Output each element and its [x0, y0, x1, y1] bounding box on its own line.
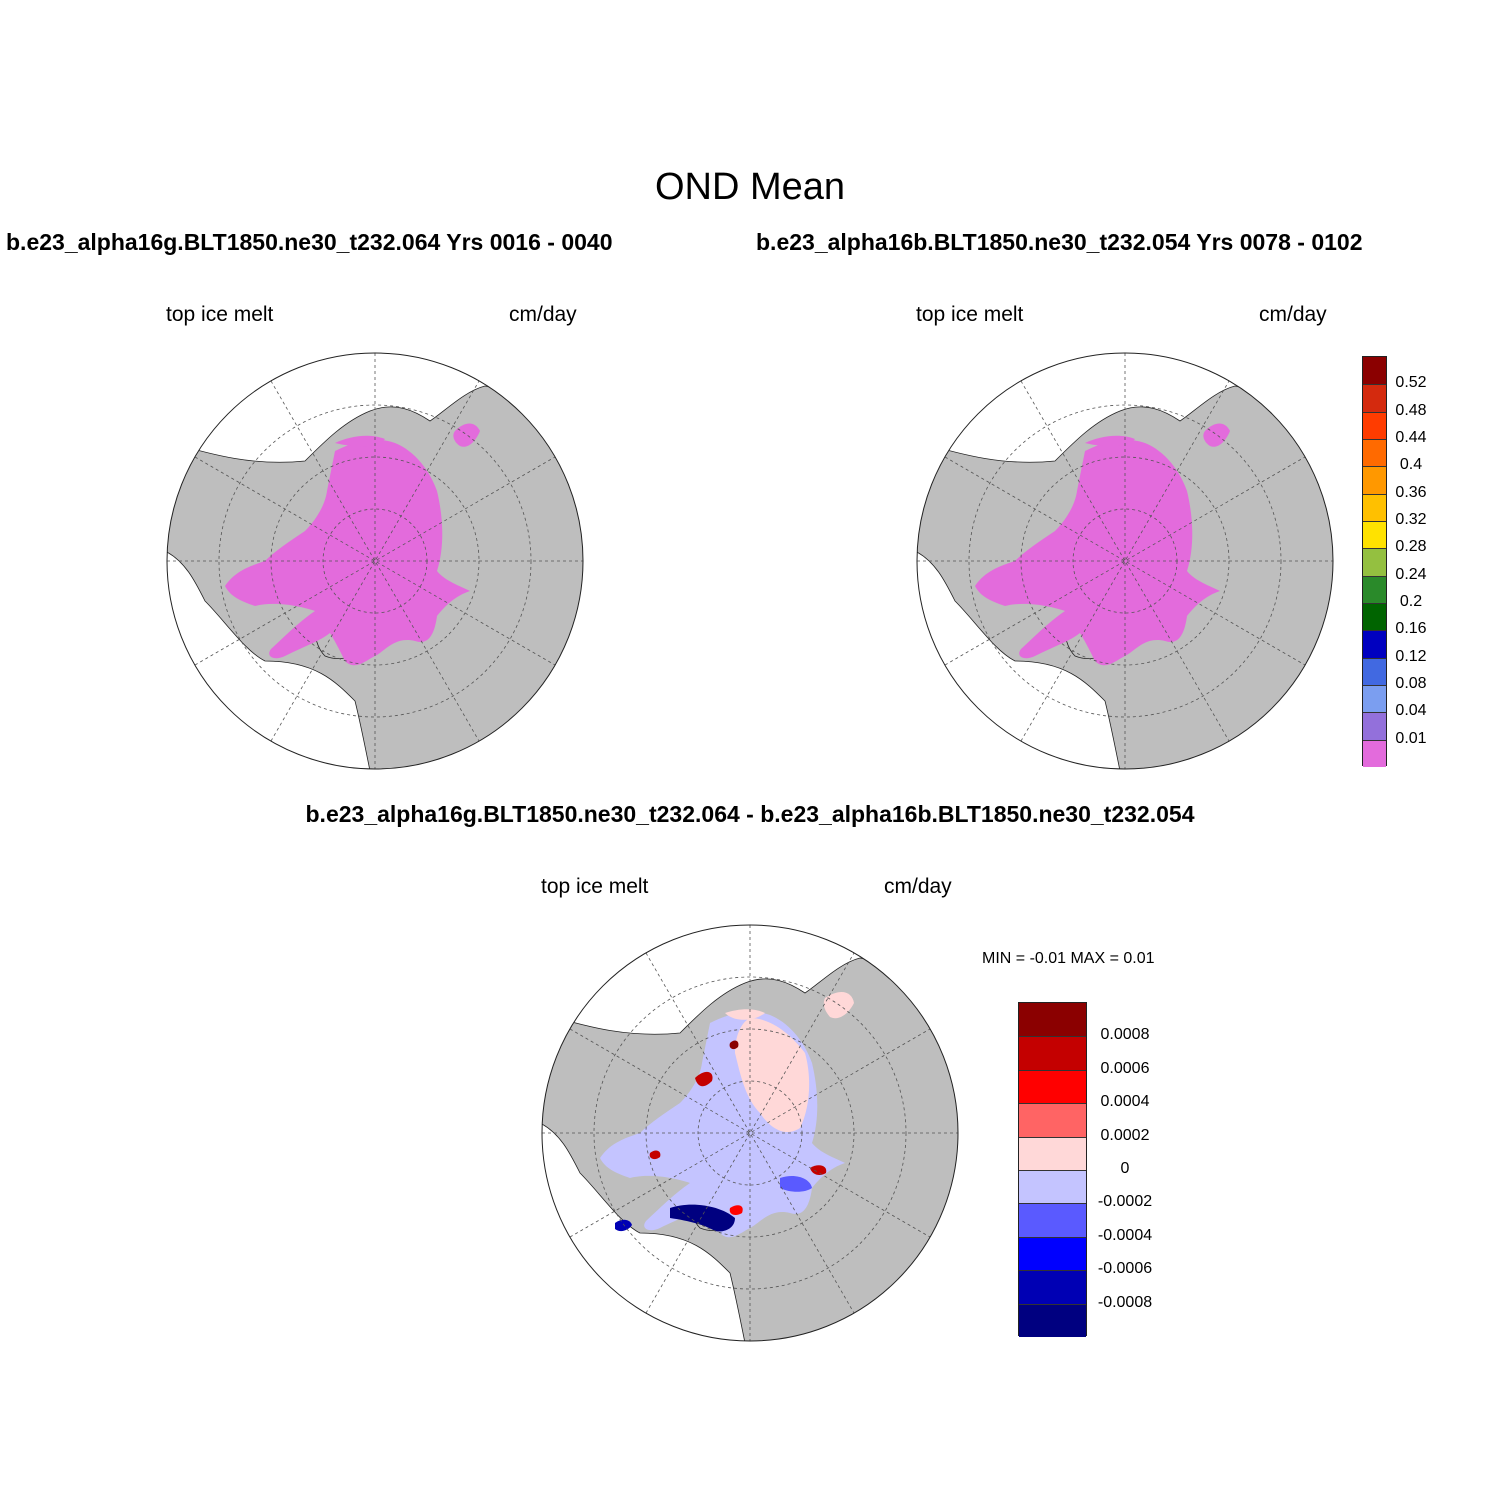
colorbar-tick-label: 0.12	[1395, 647, 1427, 665]
colorbar-top	[1362, 356, 1387, 767]
colorbar-tick-label: 0.08	[1395, 675, 1427, 692]
diff-positive-strong	[695, 1071, 713, 1087]
sea-ice-melt-okhotsk	[453, 423, 480, 447]
map-border	[916, 352, 1334, 770]
colorbar-swatch	[1363, 684, 1386, 713]
sea-ice-melt-bering	[335, 435, 385, 447]
panel2-variable: top ice melt	[916, 303, 1024, 326]
colorbar-swatch	[1019, 1036, 1086, 1070]
panel2-map	[916, 352, 1334, 770]
panel3-minmax: MIN = -0.01 MAX = 0.01	[982, 950, 1155, 967]
colorbar-tick-label: 0.0004	[1100, 1093, 1150, 1111]
colorbar-swatch	[1363, 739, 1386, 767]
colorbar-tick-label: 0.4	[1399, 456, 1423, 474]
colorbar-swatch	[1363, 520, 1386, 549]
graticule	[917, 353, 1333, 769]
colorbar-tick-label: 0.52	[1395, 374, 1427, 392]
colorbar-swatch	[1019, 1103, 1086, 1137]
colorbar-swatch	[1363, 411, 1386, 439]
panel1-variable: top ice melt	[166, 303, 274, 326]
colorbar-swatch	[1363, 630, 1386, 658]
colorbar-tick-label: 0.01	[1395, 729, 1427, 747]
colorbar-tick-label: -0.0006	[1097, 1260, 1153, 1278]
sea-ice-melt-bering	[1085, 435, 1135, 447]
colorbar-tick-label: -0.0008	[1097, 1293, 1153, 1311]
colorbar-swatch	[1363, 357, 1386, 385]
panel3-title: b.e23_alpha16g.BLT1850.ne30_t232.064 - b…	[305, 801, 1195, 827]
diff-positive-strong	[810, 1165, 827, 1176]
panel2-title: b.e23_alpha16b.BLT1850.ne30_t232.054 Yrs…	[756, 229, 1363, 255]
map-border	[166, 352, 584, 770]
colorbar-swatch	[1019, 1169, 1086, 1204]
colorbar-swatch	[1019, 1136, 1086, 1170]
colorbar-swatch	[1363, 657, 1386, 685]
colorbar-swatch	[1363, 493, 1386, 521]
colorbar-swatch	[1019, 1236, 1086, 1271]
diff-positive-strong	[649, 1150, 661, 1160]
colorbar-swatch	[1019, 1069, 1086, 1104]
colorbar-tick-label: -0.0002	[1097, 1193, 1153, 1211]
colorbar-tick-label: -0.0004	[1097, 1226, 1153, 1244]
diff-positive-small	[725, 1009, 765, 1020]
colorbar-swatch	[1363, 548, 1386, 576]
panel1-title: b.e23_alpha16g.BLT1850.ne30_t232.064 Yrs…	[6, 229, 613, 255]
colorbar-swatch	[1363, 384, 1386, 412]
panel1-units: cm/day	[509, 303, 577, 326]
colorbar-swatch	[1019, 1203, 1086, 1237]
colorbar-tick-label: 0.04	[1395, 702, 1427, 720]
graticule	[167, 353, 583, 769]
colorbar-tick-label: 0.2	[1399, 593, 1423, 610]
colorbar-tick-label: 0.32	[1395, 511, 1427, 528]
colorbar-tick-label: 0.0006	[1100, 1059, 1150, 1077]
colorbar-swatch	[1363, 602, 1386, 631]
colorbar-tick-label: 0.0002	[1100, 1126, 1150, 1144]
colorbar-tick-label: 0.0008	[1100, 1026, 1150, 1044]
panel1-map	[166, 352, 584, 770]
panel3-map	[541, 924, 959, 1342]
colorbar-diff	[1018, 1002, 1087, 1337]
diff-positive-medium	[729, 1205, 743, 1216]
colorbar-swatch	[1363, 438, 1386, 467]
colorbar-tick-label: 0.28	[1395, 538, 1427, 556]
panel3-variable: top ice melt	[541, 875, 649, 898]
colorbar-tick-label: 0.48	[1395, 401, 1427, 419]
colorbar-tick-label: 0.16	[1395, 620, 1427, 638]
colorbar-tick-label: 0.44	[1395, 429, 1427, 446]
diff-positive-strong	[729, 1040, 739, 1050]
colorbar-swatch	[1019, 1270, 1086, 1304]
colorbar-tick-label: 0.36	[1395, 483, 1427, 501]
main-title: OND Mean	[654, 166, 846, 208]
diff-negative-strong	[615, 1219, 632, 1232]
diff-negative-strong	[670, 1204, 735, 1232]
colorbar-tick-label: 0.24	[1395, 565, 1427, 583]
sea-ice-melt	[225, 439, 470, 666]
colorbar-swatch	[1363, 712, 1386, 740]
panel2-units: cm/day	[1259, 303, 1327, 326]
colorbar-swatch	[1363, 466, 1386, 494]
colorbar-swatch	[1019, 1303, 1086, 1337]
colorbar-tick-label: 0	[1120, 1160, 1130, 1177]
panel3-units: cm/day	[884, 875, 952, 898]
diff-negative-medium	[780, 1176, 812, 1192]
sea-ice-melt-okhotsk	[1203, 423, 1230, 447]
colorbar-swatch	[1019, 1003, 1086, 1037]
sea-ice-melt	[975, 439, 1220, 666]
colorbar-swatch	[1363, 575, 1386, 603]
graticule	[542, 925, 958, 1341]
map-border	[541, 924, 959, 1342]
diff-positive-small	[735, 1018, 810, 1133]
